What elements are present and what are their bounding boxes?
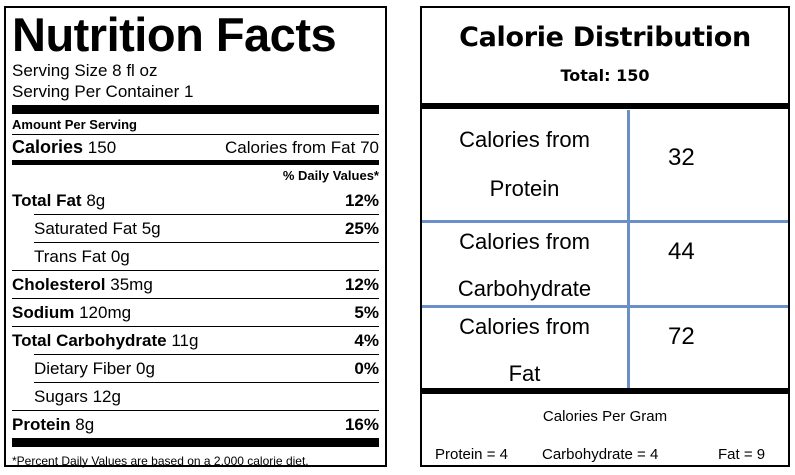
divider: [12, 134, 379, 135]
serving-size: Serving Size 8 fl oz: [12, 61, 158, 80]
nutrient-row: Trans Fat 0g: [34, 242, 379, 270]
protein-label-line2: Protein: [489, 176, 560, 201]
table-horizontal-line: [422, 305, 788, 308]
nutrient-name-amount: Dietary Fiber 0g: [34, 359, 155, 379]
nutrition-title: Nutrition Facts: [12, 8, 337, 61]
calories-from-fat: Calories from Fat 70: [225, 138, 379, 157]
calories-label: Calories: [12, 137, 84, 157]
nutrient-name: Saturated Fat 5g: [34, 218, 161, 238]
nutrient-name-amount: Cholesterol 35mg: [12, 275, 153, 295]
nutrient-percent: 12%: [344, 274, 379, 294]
protein-per-gram: Protein = 4: [435, 446, 508, 463]
nutrient-name: Total Fat: [12, 190, 82, 210]
amount-per-serving: Amount Per Serving: [12, 117, 137, 132]
thick-divider: [12, 105, 379, 114]
nutrient-name-amount: Total Carbohydrate 11g: [12, 331, 198, 351]
nutrient-row: Sugars 12g: [34, 382, 379, 410]
table-vertical-line: [627, 110, 630, 388]
row-carbohydrate: Calories from Carbohydrate 44: [422, 223, 788, 305]
calories-row: Calories 150 Calories from Fat 70: [12, 135, 379, 160]
nutrient-name: Cholesterol: [12, 274, 106, 294]
row-protein: Calories from Protein 32: [422, 110, 788, 220]
nutrient-percent: 16%: [344, 414, 379, 434]
calories-left: Calories 150: [12, 135, 116, 160]
nutrient-row: Total Fat 8g 12%: [12, 187, 379, 214]
fat-value: 72: [668, 323, 695, 350]
fat-label-line2: Fat: [508, 361, 541, 386]
nutrient-name-amount: Protein 8g: [12, 415, 94, 435]
nutrient-amount: 8g: [86, 190, 106, 210]
nutrient-percent: 0%: [354, 358, 379, 378]
carb-label-line2: Carbohydrate: [457, 276, 592, 301]
medium-divider: [12, 160, 379, 165]
servings-per-container: Serving Per Container 1: [12, 82, 194, 101]
protein-label-line1: Calories from: [459, 127, 590, 152]
carb-per-gram: Carbohydrate = 4: [542, 446, 659, 463]
nutrient-percent: 12%: [344, 190, 379, 210]
nutrient-name: Trans Fat 0g: [34, 246, 130, 266]
fat-label-line1: Calories from: [459, 314, 590, 339]
top-divider: [422, 103, 788, 109]
thick-divider-bottom: [12, 438, 379, 447]
nutrient-row: Saturated Fat 5g 25%: [34, 214, 379, 242]
nutrient-name: Protein: [12, 414, 71, 434]
calorie-distribution-panel: Calorie Distribution Total: 150 Calories…: [420, 6, 790, 467]
nutrient-amount: 120mg: [79, 302, 132, 322]
protein-value: 32: [668, 144, 695, 171]
nutrient-percent: 4%: [354, 330, 379, 350]
nutrient-name: Total Carbohydrate: [12, 330, 167, 350]
nutrient-name-amount: Saturated Fat 5g: [34, 219, 161, 239]
distribution-title: Calorie Distribution: [459, 22, 751, 53]
nutrient-name: Sugars 12g: [34, 386, 121, 406]
nutrition-facts-label: Nutrition Facts Serving Size 8 fl oz Ser…: [4, 6, 387, 468]
nutrient-name-amount: Total Fat 8g: [12, 191, 105, 211]
nutrient-percent: 5%: [354, 302, 379, 322]
nutrient-rows: Total Fat 8g 12% Saturated Fat 5g 25% Trans …: [12, 187, 379, 438]
carb-value: 44: [668, 238, 695, 265]
distribution-total: Total: 150: [560, 66, 650, 85]
row-fat: Calories from Fat 72: [422, 308, 788, 388]
nutrient-name-amount: Trans Fat 0g: [34, 247, 130, 267]
nutrient-amount: 11g: [171, 330, 199, 350]
distribution-table: Calories from Protein 32 Calories from C…: [422, 110, 788, 388]
nutrient-row: Total Carbohydrate 11g 4%: [12, 326, 379, 354]
fat-per-gram: Fat = 9: [718, 446, 766, 463]
table-horizontal-line: [422, 220, 788, 223]
nutrient-row: Cholesterol 35mg 12%: [12, 270, 379, 298]
nutrient-name-amount: Sodium 120mg: [12, 303, 131, 323]
nutrient-name: Sodium: [12, 302, 75, 322]
bottom-divider: [422, 388, 788, 394]
nutrient-row: Sodium 120mg 5%: [12, 298, 379, 326]
nutrient-row: Dietary Fiber 0g 0%: [34, 354, 379, 382]
nutrient-percent: 25%: [344, 218, 379, 238]
nutrient-amount: 35mg: [110, 274, 153, 294]
nutrient-amount: 8g: [75, 414, 95, 434]
nutrient-row: Protein 8g 16%: [12, 410, 379, 438]
footnote: *Percent Daily Values are based on a 2,0…: [12, 454, 309, 468]
calories-value: 150: [87, 138, 117, 157]
carb-label-line1: Calories from: [459, 229, 590, 254]
nutrient-name: Dietary Fiber 0g: [34, 358, 155, 378]
calories-per-gram-label: Calories Per Gram: [542, 408, 668, 425]
daily-values-header: % Daily Values*: [282, 168, 379, 183]
nutrient-name-amount: Sugars 12g: [34, 387, 121, 407]
